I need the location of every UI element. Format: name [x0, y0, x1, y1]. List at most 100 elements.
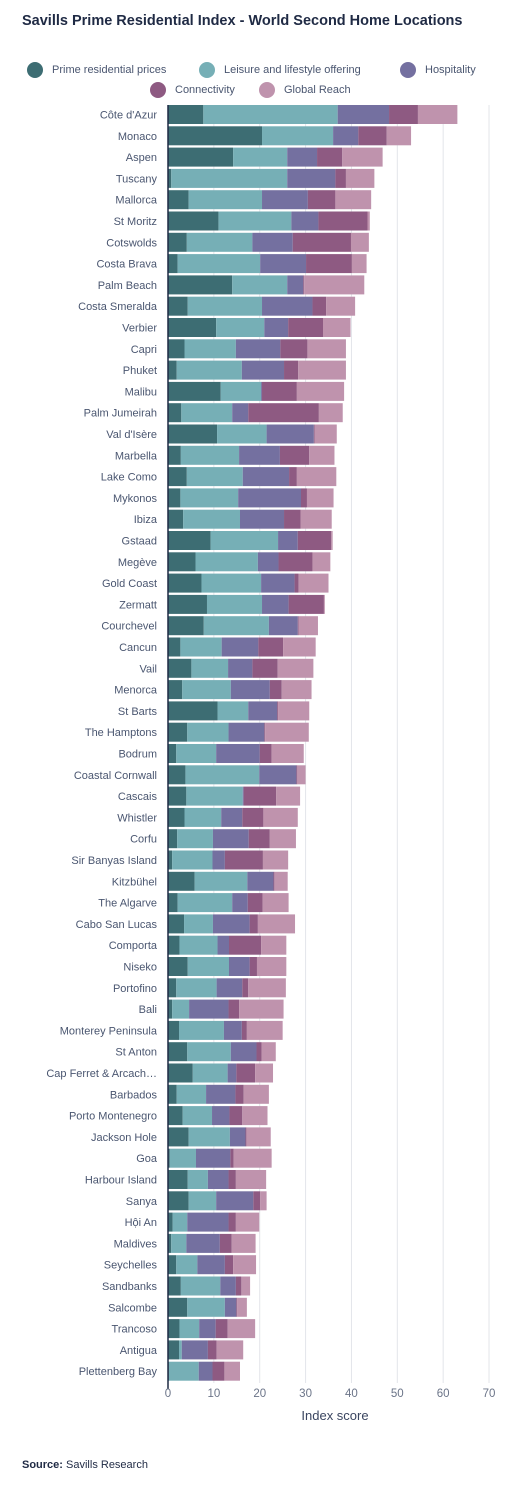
x-tick-label: 50: [391, 1388, 404, 1400]
category-label: Seychelles: [104, 1260, 158, 1272]
bar-segment: [342, 147, 383, 167]
bar-segment: [284, 509, 301, 529]
category-label: Aspen: [126, 152, 157, 164]
bar-segment: [168, 381, 221, 401]
bar-segment: [216, 1340, 244, 1360]
legend-item-leisure-and-lifestyle-offering: Leisure and lifestyle offering: [199, 62, 361, 78]
bar-segment: [168, 680, 183, 700]
bar-segment: [249, 957, 257, 976]
legend-swatch-global-reach: [259, 82, 275, 98]
bar-segment: [323, 318, 351, 337]
bar-segment: [168, 935, 180, 955]
bar-segment: [168, 318, 217, 337]
bar-segment: [233, 147, 288, 167]
bar-segment: [176, 1084, 207, 1104]
bar-segment: [168, 637, 181, 657]
category-label: Cap Ferret & Arcach…: [46, 1068, 157, 1080]
bar-segment: [350, 232, 369, 252]
bar-segment: [179, 1340, 182, 1360]
bar-segment: [242, 467, 290, 487]
category-label: Monaco: [118, 131, 157, 143]
category-label: Costa Smeralda: [78, 301, 158, 313]
category-label: Barbados: [110, 1089, 158, 1101]
bar-segment: [180, 637, 222, 657]
bar-segment: [262, 893, 289, 913]
bar-segment: [232, 403, 249, 423]
bar-segment: [168, 232, 187, 252]
bar-segment: [242, 786, 244, 806]
bar-segment: [278, 701, 310, 721]
bar-segment: [264, 722, 266, 742]
category-label: Kitzbühel: [112, 876, 157, 888]
bar-segment: [248, 978, 286, 998]
bar-segment: [298, 360, 346, 380]
bar-segment: [276, 786, 301, 806]
legend-item-global-reach: Global Reach: [259, 82, 351, 98]
bar-segment: [185, 765, 260, 785]
bar-segment: [278, 552, 313, 572]
bar-segment: [228, 722, 265, 742]
bar-segment: [241, 360, 285, 380]
bar-segment: [232, 893, 248, 913]
bar-segment: [168, 744, 177, 763]
category-label: Salcombe: [108, 1302, 157, 1314]
bar-segment: [206, 1084, 236, 1104]
bar-segment: [168, 786, 187, 806]
bar-segment: [283, 637, 316, 657]
category-label: Hội An: [125, 1217, 157, 1229]
x-tick-label: 20: [253, 1388, 266, 1400]
bar-segment: [318, 403, 343, 423]
category-label: Costa Brava: [96, 259, 157, 271]
category-label: Whistler: [117, 812, 157, 824]
bar-segment: [291, 211, 319, 231]
bar-segment: [278, 531, 298, 550]
category-label: St Moritz: [114, 216, 157, 228]
bar-segment: [245, 1127, 247, 1147]
bar-segment: [184, 807, 222, 827]
bar-segment: [168, 1319, 180, 1339]
bar-segment: [242, 978, 249, 998]
bar-segment: [168, 488, 181, 508]
category-label: Cabo San Lucas: [76, 919, 158, 931]
bar-segment: [168, 829, 178, 849]
category-label: Tuscany: [116, 173, 158, 185]
bar-segment: [249, 914, 258, 934]
bar-segment: [215, 1319, 228, 1339]
bar-segment: [259, 765, 297, 785]
bar-segment: [168, 616, 204, 636]
bar-segment: [232, 275, 288, 295]
category-label: Gold Coast: [102, 578, 157, 590]
category-label: Bali: [139, 1004, 157, 1016]
bar-segment: [294, 573, 299, 593]
bar-segment: [172, 850, 213, 870]
legend-label: Connectivity: [175, 84, 235, 96]
bar-segment: [199, 1319, 216, 1339]
bar-segment: [261, 1042, 276, 1062]
bar-segment: [335, 190, 372, 210]
category-label: Palm Beach: [98, 280, 157, 292]
bar-segment: [300, 488, 307, 508]
bar-segment: [168, 339, 185, 359]
bar-segment: [168, 957, 188, 976]
bar-segment: [171, 168, 288, 188]
legend-item-connectivity: Connectivity: [150, 82, 235, 98]
bar-segment: [230, 680, 270, 700]
bar-segment: [257, 552, 279, 572]
bar-segment: [313, 424, 315, 444]
bar-segment: [243, 786, 277, 806]
bar-segment: [288, 318, 324, 337]
bar-segment: [212, 829, 249, 849]
bar-segment: [246, 1020, 283, 1040]
bar-segment: [252, 232, 293, 252]
bar-segment: [314, 424, 337, 444]
bar-segment: [212, 850, 225, 870]
category-label: Vail: [139, 663, 157, 675]
bar-segment: [228, 1170, 236, 1189]
bar-segment: [187, 1297, 225, 1317]
bar-segment: [233, 1255, 257, 1275]
bar-segment: [177, 893, 233, 913]
bar-segment: [296, 467, 337, 487]
bar-segment: [228, 935, 262, 955]
bar-segment: [181, 403, 233, 423]
bar-segment: [168, 126, 263, 146]
